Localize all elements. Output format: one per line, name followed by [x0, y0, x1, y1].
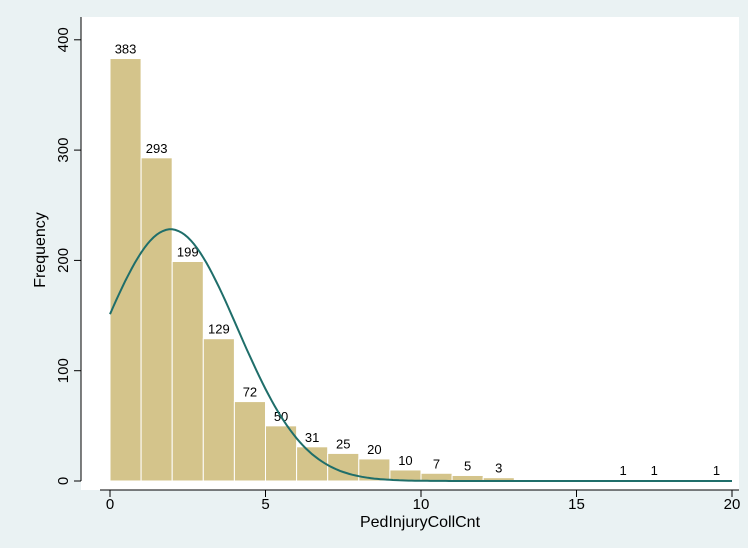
x-tick-label: 10 [413, 496, 430, 513]
bar-data-label: 1 [620, 463, 627, 478]
y-tick-label: 100 [55, 358, 72, 383]
x-axis-title: PedInjuryCollCnt [360, 514, 481, 531]
bar-data-label: 1 [651, 463, 658, 478]
y-tick-label: 0 [55, 477, 72, 485]
histogram-bar [265, 425, 298, 482]
bar-data-label: 1 [713, 463, 720, 478]
y-ticks-group: 0 100 200 300 400 [55, 27, 81, 485]
histogram-bar [202, 338, 235, 482]
y-tick-label: 300 [55, 138, 72, 163]
bar-data-label: 293 [146, 141, 168, 156]
normal-density-curve [109, 228, 732, 482]
bar-data-label: 20 [367, 442, 381, 457]
x-tick-label: 15 [568, 496, 585, 513]
x-ticks-group: 0 5 10 15 20 [106, 490, 741, 513]
bar-data-label: 25 [336, 436, 350, 451]
x-tick-label: 5 [261, 496, 269, 513]
histogram-bar [140, 157, 173, 482]
bars-group [109, 58, 733, 482]
histogram-bar [233, 401, 266, 482]
bar-data-label: 129 [208, 322, 230, 337]
bar-data-label: 10 [398, 453, 412, 468]
histogram-bar [296, 446, 329, 482]
bar-data-label: 72 [243, 385, 257, 400]
y-tick-label: 400 [55, 27, 72, 52]
bar-data-label: 31 [305, 430, 319, 445]
histogram-bar [171, 261, 204, 482]
bar-data-label: 5 [464, 458, 471, 473]
histogram-bar [109, 58, 142, 482]
bar-data-label: 383 [115, 42, 137, 57]
y-axis-title: Frequency [32, 212, 49, 288]
x-tick-label: 0 [106, 496, 114, 513]
y-tick-label: 200 [55, 248, 72, 273]
bar-data-label: 3 [495, 461, 502, 476]
bar-data-label: 7 [433, 456, 440, 471]
bar-data-label: 199 [177, 245, 199, 260]
x-tick-label: 20 [724, 496, 741, 513]
